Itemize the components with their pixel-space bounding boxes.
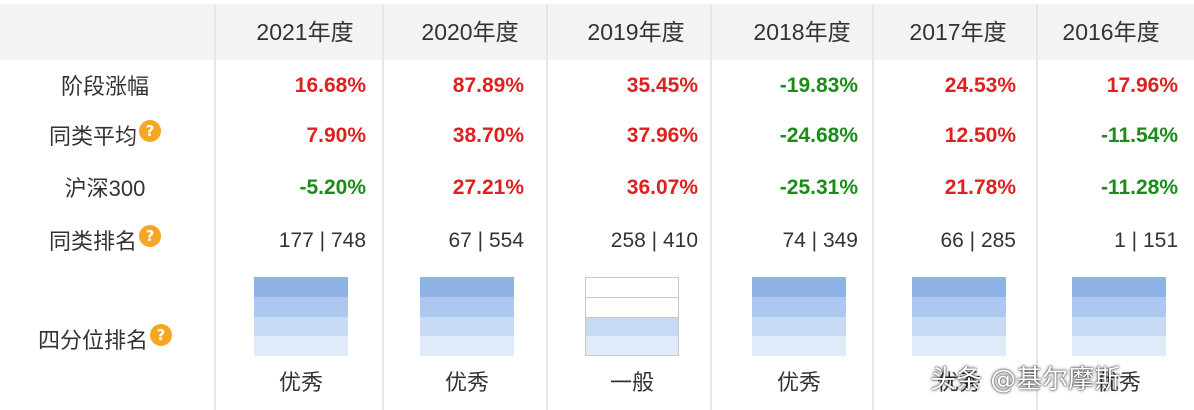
- cell-peer-average-2018: -24.68%: [779, 124, 858, 147]
- column-divider: [872, 4, 874, 410]
- row-label-quartile-rank: 四分位排名?: [0, 320, 210, 360]
- cell-csi300-2021: -5.20%: [299, 176, 366, 199]
- quartile-bar-2018: [752, 277, 846, 356]
- help-icon[interactable]: ?: [139, 225, 161, 248]
- quartile-bar-2020: [420, 277, 514, 356]
- column-header-2019: 2019年度: [587, 19, 685, 45]
- cell-csi300-2020: 27.21%: [452, 176, 524, 199]
- cell-peer-average-2021: 7.90%: [306, 124, 366, 147]
- cell-stage-gain-2021: 16.68%: [294, 74, 366, 97]
- cell-csi300-2019: 36.07%: [626, 176, 698, 199]
- cell-csi300-2016: -11.28%: [1100, 176, 1178, 199]
- quartile-rating-2019: 一般: [609, 370, 654, 395]
- help-icon[interactable]: ?: [139, 120, 161, 143]
- cell-peer-rank-2017: 66 | 285: [940, 229, 1016, 252]
- cell-peer-average-2020: 38.70%: [452, 124, 524, 147]
- quartile-rating-2018: 优秀: [776, 370, 821, 395]
- row-label-peer-average: 同类平均?: [0, 116, 210, 156]
- quartile-rating-2017: 优秀: [936, 370, 981, 395]
- cell-csi300-2017: 21.78%: [944, 176, 1016, 199]
- cell-stage-gain-2017: 24.53%: [944, 74, 1016, 97]
- column-header-2017: 2017年度: [909, 19, 1007, 45]
- quartile-rating-2020: 优秀: [444, 370, 489, 395]
- column-header-2016: 2016年度: [1062, 19, 1160, 45]
- row-label-csi300: 沪深300: [64, 176, 146, 202]
- column-header-2021: 2021年度: [256, 19, 354, 45]
- cell-stage-gain-2019: 35.45%: [626, 74, 698, 97]
- cell-stage-gain-2016: 17.96%: [1106, 74, 1178, 97]
- cell-csi300-2018: -25.31%: [779, 176, 858, 199]
- quartile-bar-2019: [585, 277, 679, 356]
- cell-peer-average-2019: 37.96%: [626, 124, 698, 147]
- quartile-rating-2016: 优秀: [1096, 370, 1141, 395]
- quartile-bar-2021: [254, 277, 348, 356]
- column-divider: [546, 4, 548, 410]
- column-divider: [382, 4, 384, 410]
- cell-peer-rank-2016: 1 | 151: [1114, 229, 1178, 252]
- column-header-2020: 2020年度: [421, 19, 519, 45]
- cell-peer-rank-2020: 67 | 554: [448, 229, 524, 252]
- cell-peer-average-2016: -11.54%: [1100, 124, 1178, 147]
- cell-peer-rank-2021: 177 | 748: [278, 229, 366, 252]
- cell-stage-gain-2018: -19.83%: [779, 74, 858, 97]
- watermark: 头条 @基尔摩斯: [930, 365, 1121, 395]
- cell-stage-gain-2020: 87.89%: [452, 74, 524, 97]
- quartile-bar-2017: [912, 277, 1006, 356]
- column-divider: [1036, 4, 1038, 410]
- table-header-row: 2021年度 2020年度 2019年度 2018年度 2017年度 2016年…: [0, 4, 1194, 60]
- help-icon[interactable]: ?: [150, 324, 172, 347]
- column-divider: [214, 4, 216, 410]
- cell-peer-rank-2019: 258 | 410: [610, 229, 698, 252]
- cell-peer-rank-2018: 74 | 349: [782, 229, 858, 252]
- column-header-2018: 2018年度: [753, 19, 851, 45]
- quartile-bar-2016: [1072, 277, 1166, 356]
- cell-peer-average-2017: 12.50%: [944, 124, 1016, 147]
- row-label-peer-rank: 同类排名?: [0, 221, 210, 261]
- row-label-stage-gain: 阶段涨幅: [60, 74, 149, 100]
- column-divider: [710, 4, 712, 410]
- quartile-rating-2021: 优秀: [278, 370, 323, 395]
